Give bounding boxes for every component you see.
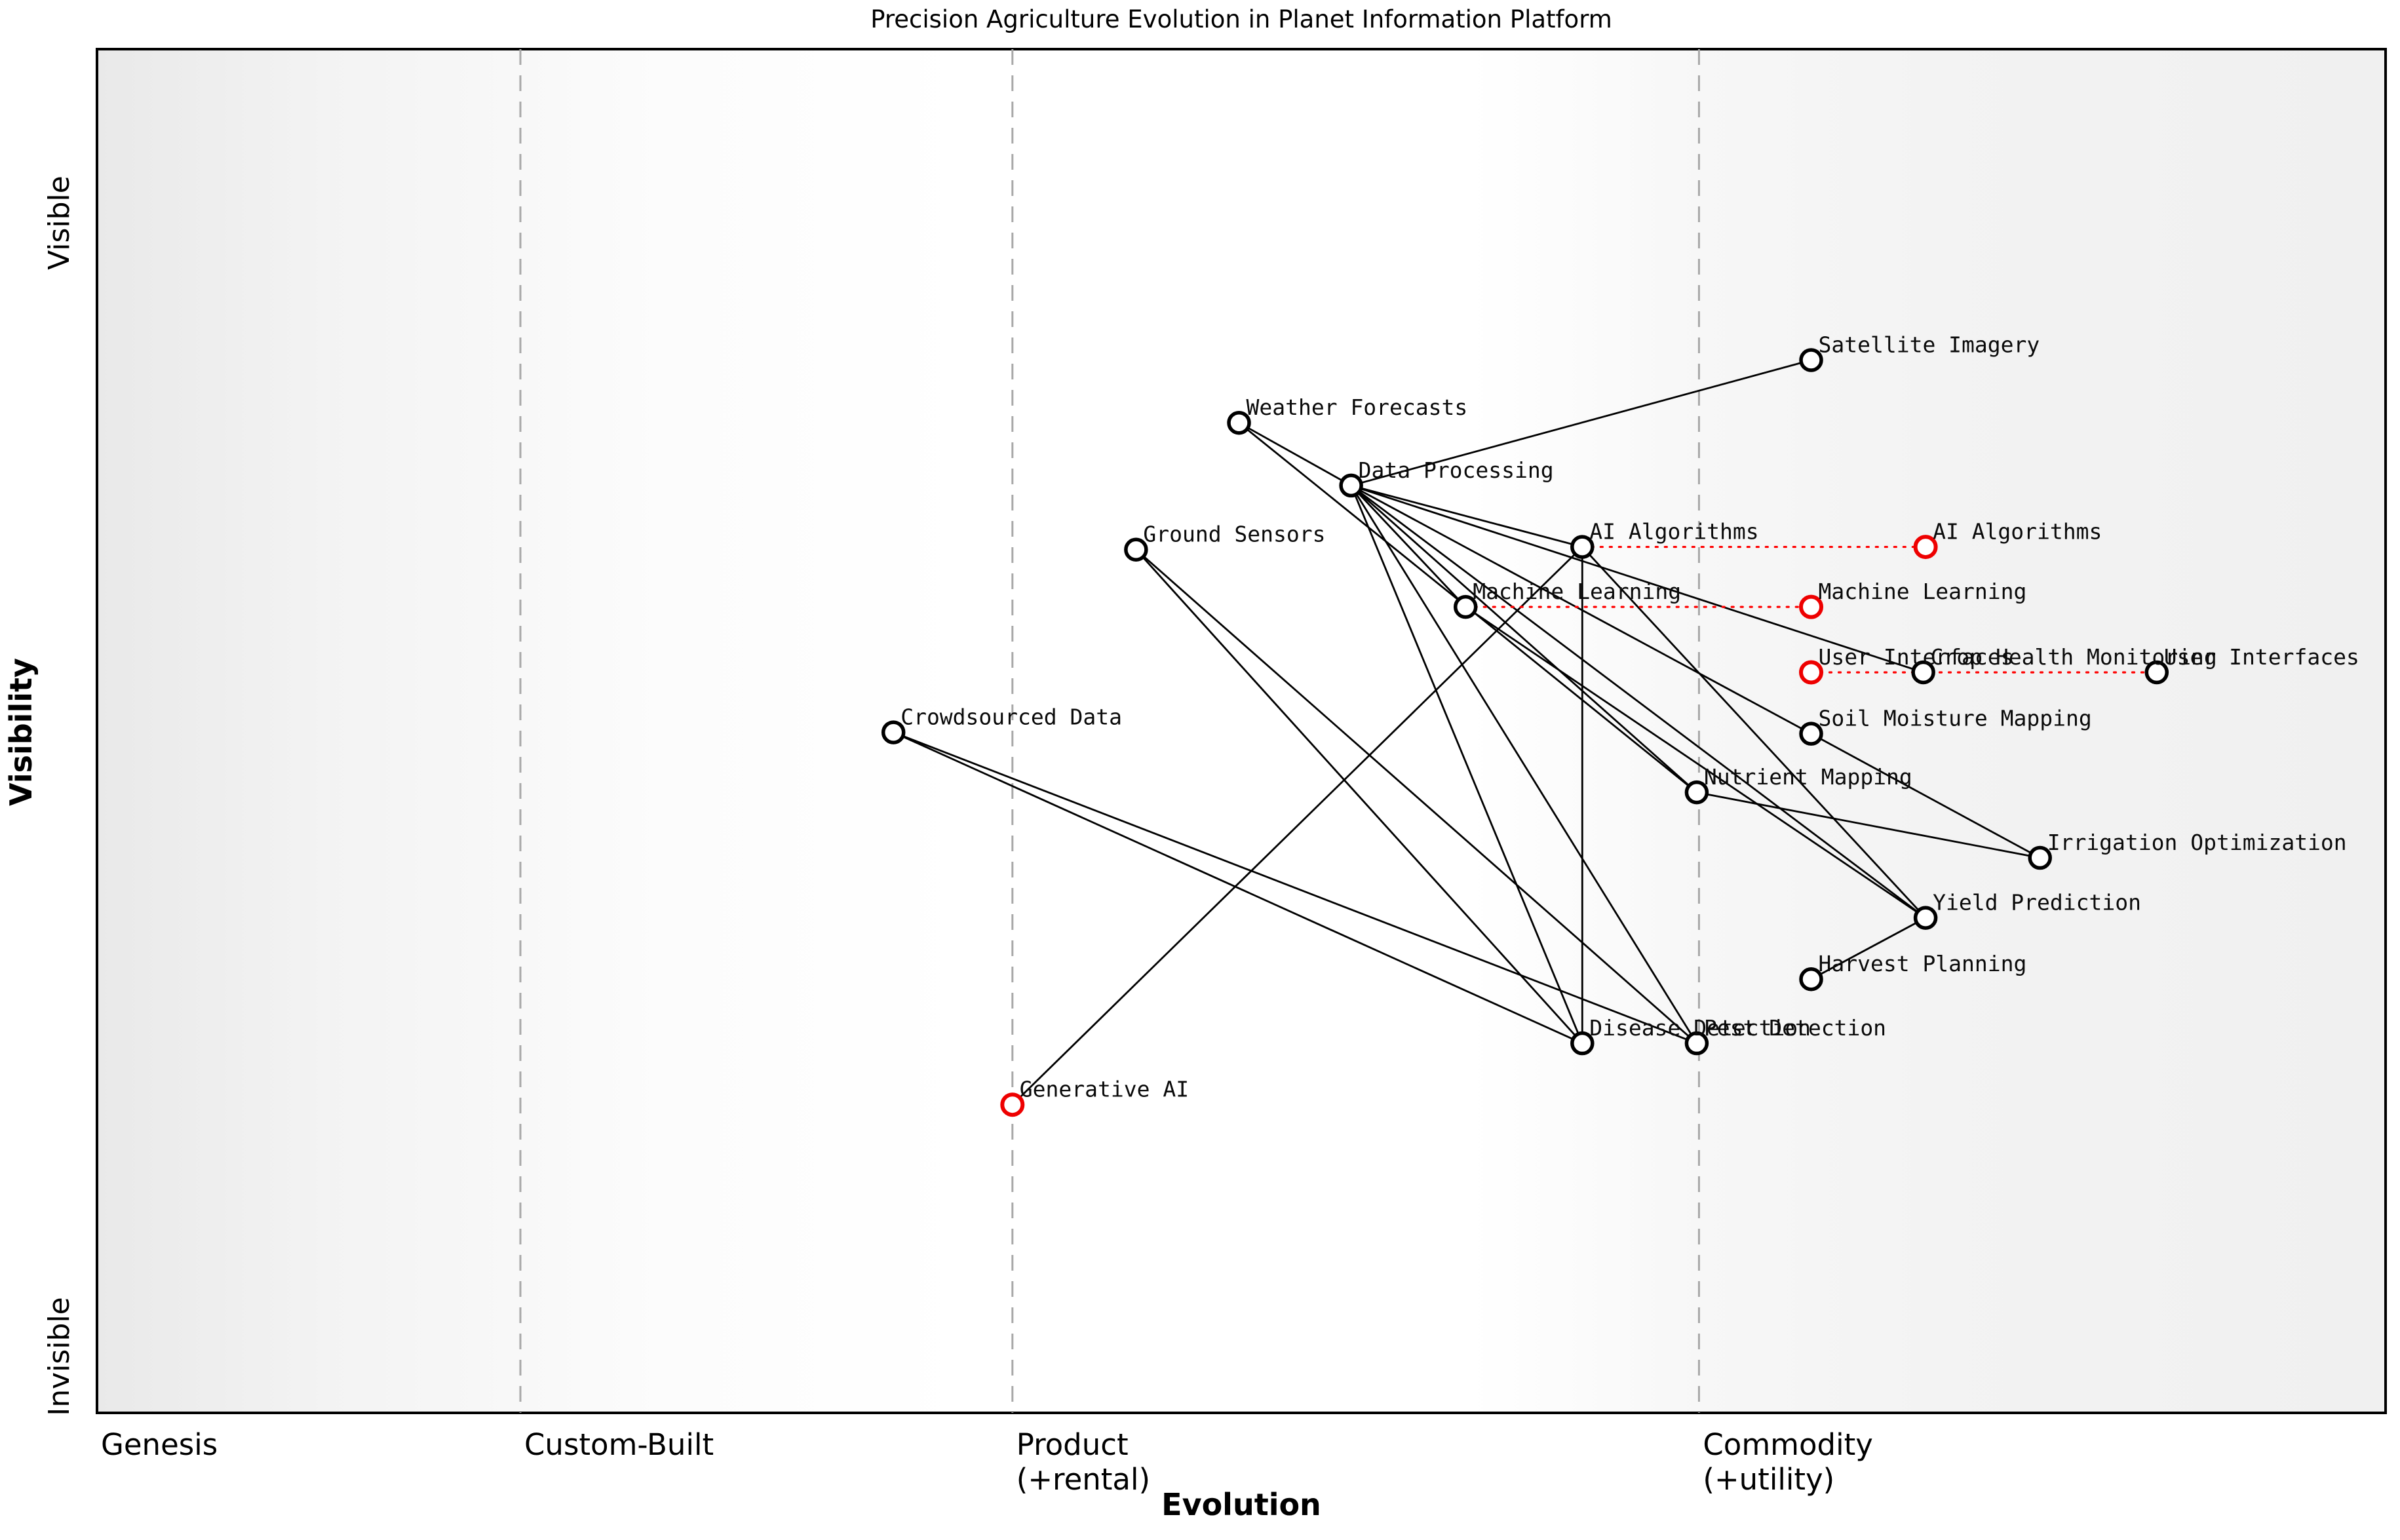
node-label-yp: Yield Prediction <box>1933 890 2141 915</box>
node-ui <box>2144 660 2169 685</box>
node-dp <box>1339 473 1363 498</box>
y-axis-top-label: Visible <box>43 176 76 270</box>
edge-dp-aia <box>1351 484 1583 548</box>
node-smm <box>1799 722 1823 746</box>
node-label-ui_r: User Interfaces <box>1819 644 2014 670</box>
node-label-hp: Harvest Planning <box>1819 951 2027 976</box>
node-ml_r <box>1799 594 1824 619</box>
edge-gs-dd <box>1135 549 1583 1044</box>
edge-dp-pd <box>1350 485 1698 1044</box>
edge-dp-nm <box>1350 484 1697 794</box>
node-aia_r <box>1913 535 1938 560</box>
node-label-io: Irrigation Optimization <box>2047 830 2347 855</box>
edge-dp-yp <box>1350 484 1926 919</box>
node-label-ml_r: Machine Learning <box>1819 579 2027 604</box>
component-nodes <box>881 348 2169 1117</box>
node-label-wf: Weather Forecasts <box>1247 395 1468 420</box>
node-io <box>2028 845 2052 870</box>
edge-ml-yp <box>1465 606 1926 919</box>
x-axis-title: Evolution <box>1161 1487 1321 1522</box>
stage-labels: Genesis Custom-Built Product (+rental) Commo… <box>101 1427 1873 1497</box>
dependency-edges <box>893 359 2041 1106</box>
edge-wf-dp <box>1238 421 1352 487</box>
edge-dp-smm <box>1350 484 1812 735</box>
node-gen <box>1000 1092 1025 1117</box>
edge-aia-yp <box>1581 546 1927 919</box>
node-label-nm: Nutrient Mapping <box>1704 764 1912 790</box>
plot-area <box>96 48 2387 1414</box>
node-hp <box>1799 967 1823 991</box>
node-yp <box>1913 906 1938 930</box>
y-axis-title: Visibility <box>3 658 39 806</box>
node-label-gs: Ground Sensors <box>1143 522 1325 547</box>
edge-gs-pd <box>1135 549 1697 1045</box>
edge-dp-chm <box>1351 484 1924 674</box>
node-wf <box>1227 410 1251 435</box>
node-cd <box>881 720 906 744</box>
stage-label-product: Product (+rental) <box>1016 1427 1150 1497</box>
node-label-smm: Soil Moisture Mapping <box>1819 706 2092 731</box>
node-gs <box>1124 537 1148 562</box>
node-pd <box>1684 1031 1709 1056</box>
component-labels: Satellite Imagery Weather Forecasts Data P… <box>900 332 2359 1102</box>
edge-cd-pd <box>893 731 1697 1045</box>
evolution-links <box>1464 545 2158 674</box>
y-axis-bottom-label: Invisible <box>43 1297 76 1416</box>
edge-yp-hp <box>1810 917 1926 980</box>
edge-smm-io <box>1810 733 2041 859</box>
node-dd <box>1570 1031 1595 1056</box>
stage-boundary-lines <box>519 49 1700 1413</box>
node-label-gen: Generative AI <box>1020 1077 1189 1102</box>
node-nm <box>1684 780 1709 805</box>
node-label-cd: Crowdsourced Data <box>900 704 1122 730</box>
stage-label-commodity: Commodity (+utility) <box>1703 1427 1873 1497</box>
edge-gen-aia <box>1011 546 1583 1106</box>
edge-cd-dd <box>893 731 1583 1045</box>
edge-nm-io <box>1696 791 2040 859</box>
node-chm <box>1911 660 1935 685</box>
node-ui_r <box>1799 660 1824 685</box>
stage-label-custom: Custom-Built <box>524 1427 714 1462</box>
stage-label-genesis: Genesis <box>101 1427 218 1462</box>
node-label-pd: Pest Detection <box>1704 1015 1886 1041</box>
node-label-ui: User Interfaces <box>2164 644 2359 670</box>
node-label-aia: AI Algorithms <box>1589 519 1758 545</box>
node-sat <box>1799 348 1823 372</box>
node-label-dd: Disease Detection <box>1589 1015 1811 1041</box>
node-label-dp: Data Processing <box>1359 457 1554 483</box>
edge-dp-ml <box>1350 484 1467 608</box>
node-label-aia_r: AI Algorithms <box>1933 519 2102 545</box>
node-label-ml: Machine Learning <box>1473 579 1681 604</box>
node-label-chm: Crop Health Monitoring <box>1931 644 2217 670</box>
node-ml <box>1453 594 1478 619</box>
chart-title: Precision Agriculture Evolution in Plane… <box>870 5 1612 33</box>
node-aia <box>1570 535 1595 559</box>
node-label-sat: Satellite Imagery <box>1819 332 2040 357</box>
edge-dp-dd <box>1350 485 1583 1044</box>
edge-sat-dp <box>1351 359 1811 487</box>
